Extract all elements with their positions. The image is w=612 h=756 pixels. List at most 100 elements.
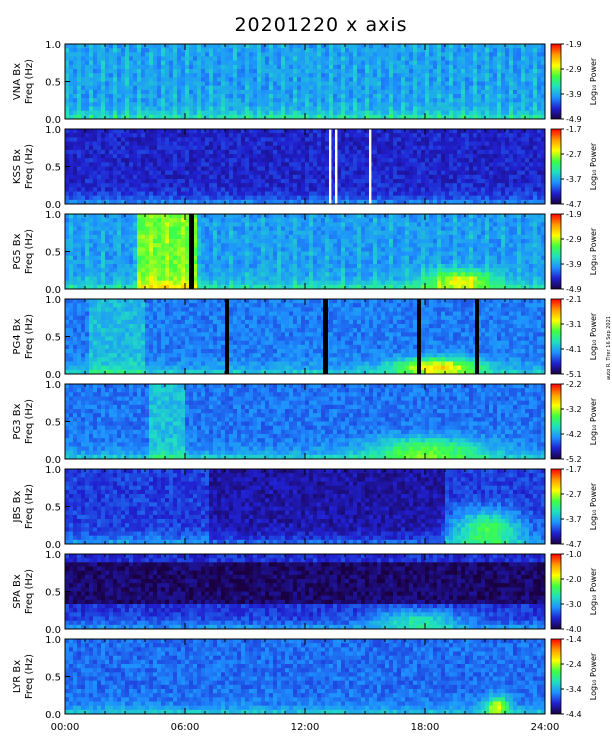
y-tick-label: 1.0 bbox=[45, 125, 61, 136]
colorbar-tick-label: -1.4 bbox=[566, 635, 582, 644]
y-tick-label: 0.0 bbox=[45, 285, 61, 296]
page-title: 20201220 x axis bbox=[234, 14, 408, 36]
processing-stamp: auto R. Tirer 16 Sep 2021 bbox=[606, 316, 612, 380]
data-gap bbox=[369, 129, 372, 204]
y-axis-label: Freq (Hz) bbox=[24, 59, 35, 104]
y-axis-label: Freq (Hz) bbox=[24, 484, 35, 529]
panel-kss: 0.0 0.5 1.0 KSS Bx Freq (Hz) -1.7 -2.7 -3.7 -4.7… bbox=[12, 125, 598, 211]
x-tick-label: 12:00 bbox=[291, 722, 320, 733]
spectrogram-image bbox=[65, 469, 546, 545]
spectrogram-image bbox=[65, 44, 546, 120]
colorbar-tick-label: -2.9 bbox=[566, 65, 582, 74]
colorbar bbox=[550, 128, 562, 205]
station-label: KSS Bx bbox=[12, 149, 23, 184]
colorbar-label: Log₁₀ Power bbox=[589, 652, 598, 700]
colorbar-label: Log₁₀ Power bbox=[589, 567, 598, 615]
x-tick-label: 00:00 bbox=[51, 722, 80, 733]
colorbar-tick-label: -3.0 bbox=[566, 600, 582, 609]
panel-pg4: 0.0 0.5 1.0 PG4 Bx Freq (Hz) -2.1 -3.1 -4.1 -5.1… bbox=[12, 295, 598, 381]
colorbar-tick-label: -4.2 bbox=[566, 430, 582, 439]
station-label: LYR Bx bbox=[12, 660, 23, 693]
colorbar-label: Log₁₀ Power bbox=[589, 397, 598, 445]
y-tick-label: 0.0 bbox=[45, 200, 61, 211]
colorbar-tick-label: -2.1 bbox=[566, 295, 582, 304]
y-tick-label: 1.0 bbox=[45, 210, 61, 221]
y-axis-label: Freq (Hz) bbox=[24, 654, 35, 699]
panel-jbs: 0.0 0.5 1.0 JBS Bx Freq (Hz) -1.7 -2.7 -3.7 -4.7… bbox=[12, 465, 598, 551]
y-tick-label: 1.0 bbox=[45, 40, 61, 51]
spectrogram-image bbox=[65, 129, 546, 205]
spectrogram-image bbox=[65, 554, 546, 630]
y-tick-label: 1.0 bbox=[45, 635, 61, 646]
colorbar bbox=[550, 213, 562, 290]
y-tick-label: 0.5 bbox=[45, 163, 61, 174]
colorbar-tick-label: -4.1 bbox=[566, 345, 582, 354]
colorbar-tick-label: -4.4 bbox=[566, 710, 582, 719]
colorbar bbox=[550, 298, 562, 375]
y-axis-label: Freq (Hz) bbox=[24, 569, 35, 614]
data-gap bbox=[475, 299, 479, 374]
panel-spa: 0.0 0.5 1.0 SPA Bx Freq (Hz) -1.0 -2.0 -3.0 -4.0… bbox=[12, 550, 598, 636]
data-gap bbox=[329, 129, 332, 204]
y-tick-label: 0.5 bbox=[45, 333, 61, 344]
colorbar-label: Log₁₀ Power bbox=[589, 142, 598, 190]
colorbar-tick-label: -1.9 bbox=[566, 210, 582, 219]
y-axis-label: Freq (Hz) bbox=[24, 144, 35, 189]
spectrogram-image bbox=[65, 214, 546, 290]
colorbar bbox=[550, 553, 562, 630]
station-label: PG5 Bx bbox=[12, 233, 23, 269]
colorbar-tick-label: -3.1 bbox=[566, 320, 582, 329]
colorbar-tick-label: -2.7 bbox=[566, 150, 582, 159]
colorbar-label: Log₁₀ Power bbox=[589, 482, 598, 530]
panel-vna: 0.0 0.5 1.0 VNA Bx Freq (Hz) -1.9 -2.9 -3.9 -4.9… bbox=[12, 40, 598, 126]
panel-lyr: 0.0 0.5 1.0 LYR Bx Freq (Hz) -1.4 -2.4 -3.4 -4.4… bbox=[12, 635, 598, 721]
colorbar-tick-label: -5.2 bbox=[566, 455, 582, 464]
station-label: PG3 Bx bbox=[12, 403, 23, 439]
colorbar-tick-label: -2.4 bbox=[566, 660, 582, 669]
colorbar-tick-label: -3.7 bbox=[566, 175, 582, 184]
colorbar-tick-label: -2.0 bbox=[566, 575, 582, 584]
y-tick-label: 0.5 bbox=[45, 588, 61, 599]
y-tick-label: 1.0 bbox=[45, 465, 61, 476]
y-tick-label: 0.5 bbox=[45, 78, 61, 89]
colorbar-tick-label: -1.9 bbox=[566, 40, 582, 49]
colorbar-tick-label: -4.7 bbox=[566, 200, 582, 209]
y-tick-label: 0.5 bbox=[45, 248, 61, 259]
spectrogram-image bbox=[65, 639, 546, 715]
data-gap bbox=[323, 299, 328, 374]
colorbar-label: Log₁₀ Power bbox=[589, 57, 598, 105]
y-tick-label: 0.5 bbox=[45, 418, 61, 429]
station-label: JBS Bx bbox=[12, 490, 23, 523]
colorbar-tick-label: -2.9 bbox=[566, 235, 582, 244]
y-axis-label: Freq (Hz) bbox=[24, 314, 35, 359]
data-gap bbox=[335, 129, 338, 204]
colorbar-tick-label: -3.2 bbox=[566, 405, 582, 414]
colorbar-tick-label: -4.7 bbox=[566, 540, 582, 549]
colorbar-tick-label: -3.9 bbox=[566, 260, 582, 269]
panel-pg3: 0.0 0.5 1.0 PG3 Bx Freq (Hz) -2.2 -3.2 -4.2 -5.2… bbox=[12, 380, 598, 466]
spectrogram-image bbox=[65, 299, 546, 375]
panel-pg5: 0.0 0.5 1.0 PG5 Bx Freq (Hz) -1.9 -2.9 -3.9 -4.9… bbox=[12, 210, 598, 296]
x-tick-label: 06:00 bbox=[171, 722, 200, 733]
colorbar-tick-label: -3.9 bbox=[566, 90, 582, 99]
x-tick-label: 24:00 bbox=[531, 722, 560, 733]
colorbar-tick-label: -1.7 bbox=[566, 125, 582, 134]
colorbar-tick-label: -1.0 bbox=[566, 550, 582, 559]
colorbar bbox=[550, 43, 562, 120]
y-tick-label: 1.0 bbox=[45, 380, 61, 391]
colorbar-tick-label: -4.9 bbox=[566, 115, 582, 124]
y-tick-label: 0.0 bbox=[45, 625, 61, 636]
x-tick-label: 18:00 bbox=[411, 722, 440, 733]
y-tick-label: 0.5 bbox=[45, 673, 61, 684]
y-tick-label: 1.0 bbox=[45, 295, 61, 306]
spectrogram-image bbox=[65, 384, 546, 460]
colorbar-tick-label: -3.7 bbox=[566, 515, 582, 524]
colorbar-tick-label: -3.4 bbox=[566, 685, 582, 694]
data-gap bbox=[225, 299, 229, 374]
y-tick-label: 0.0 bbox=[45, 115, 61, 126]
colorbar-tick-label: -1.7 bbox=[566, 465, 582, 474]
colorbar-tick-label: -5.1 bbox=[566, 370, 582, 379]
station-label: PG4 Bx bbox=[12, 318, 23, 354]
station-label: VNA Bx bbox=[12, 63, 23, 100]
